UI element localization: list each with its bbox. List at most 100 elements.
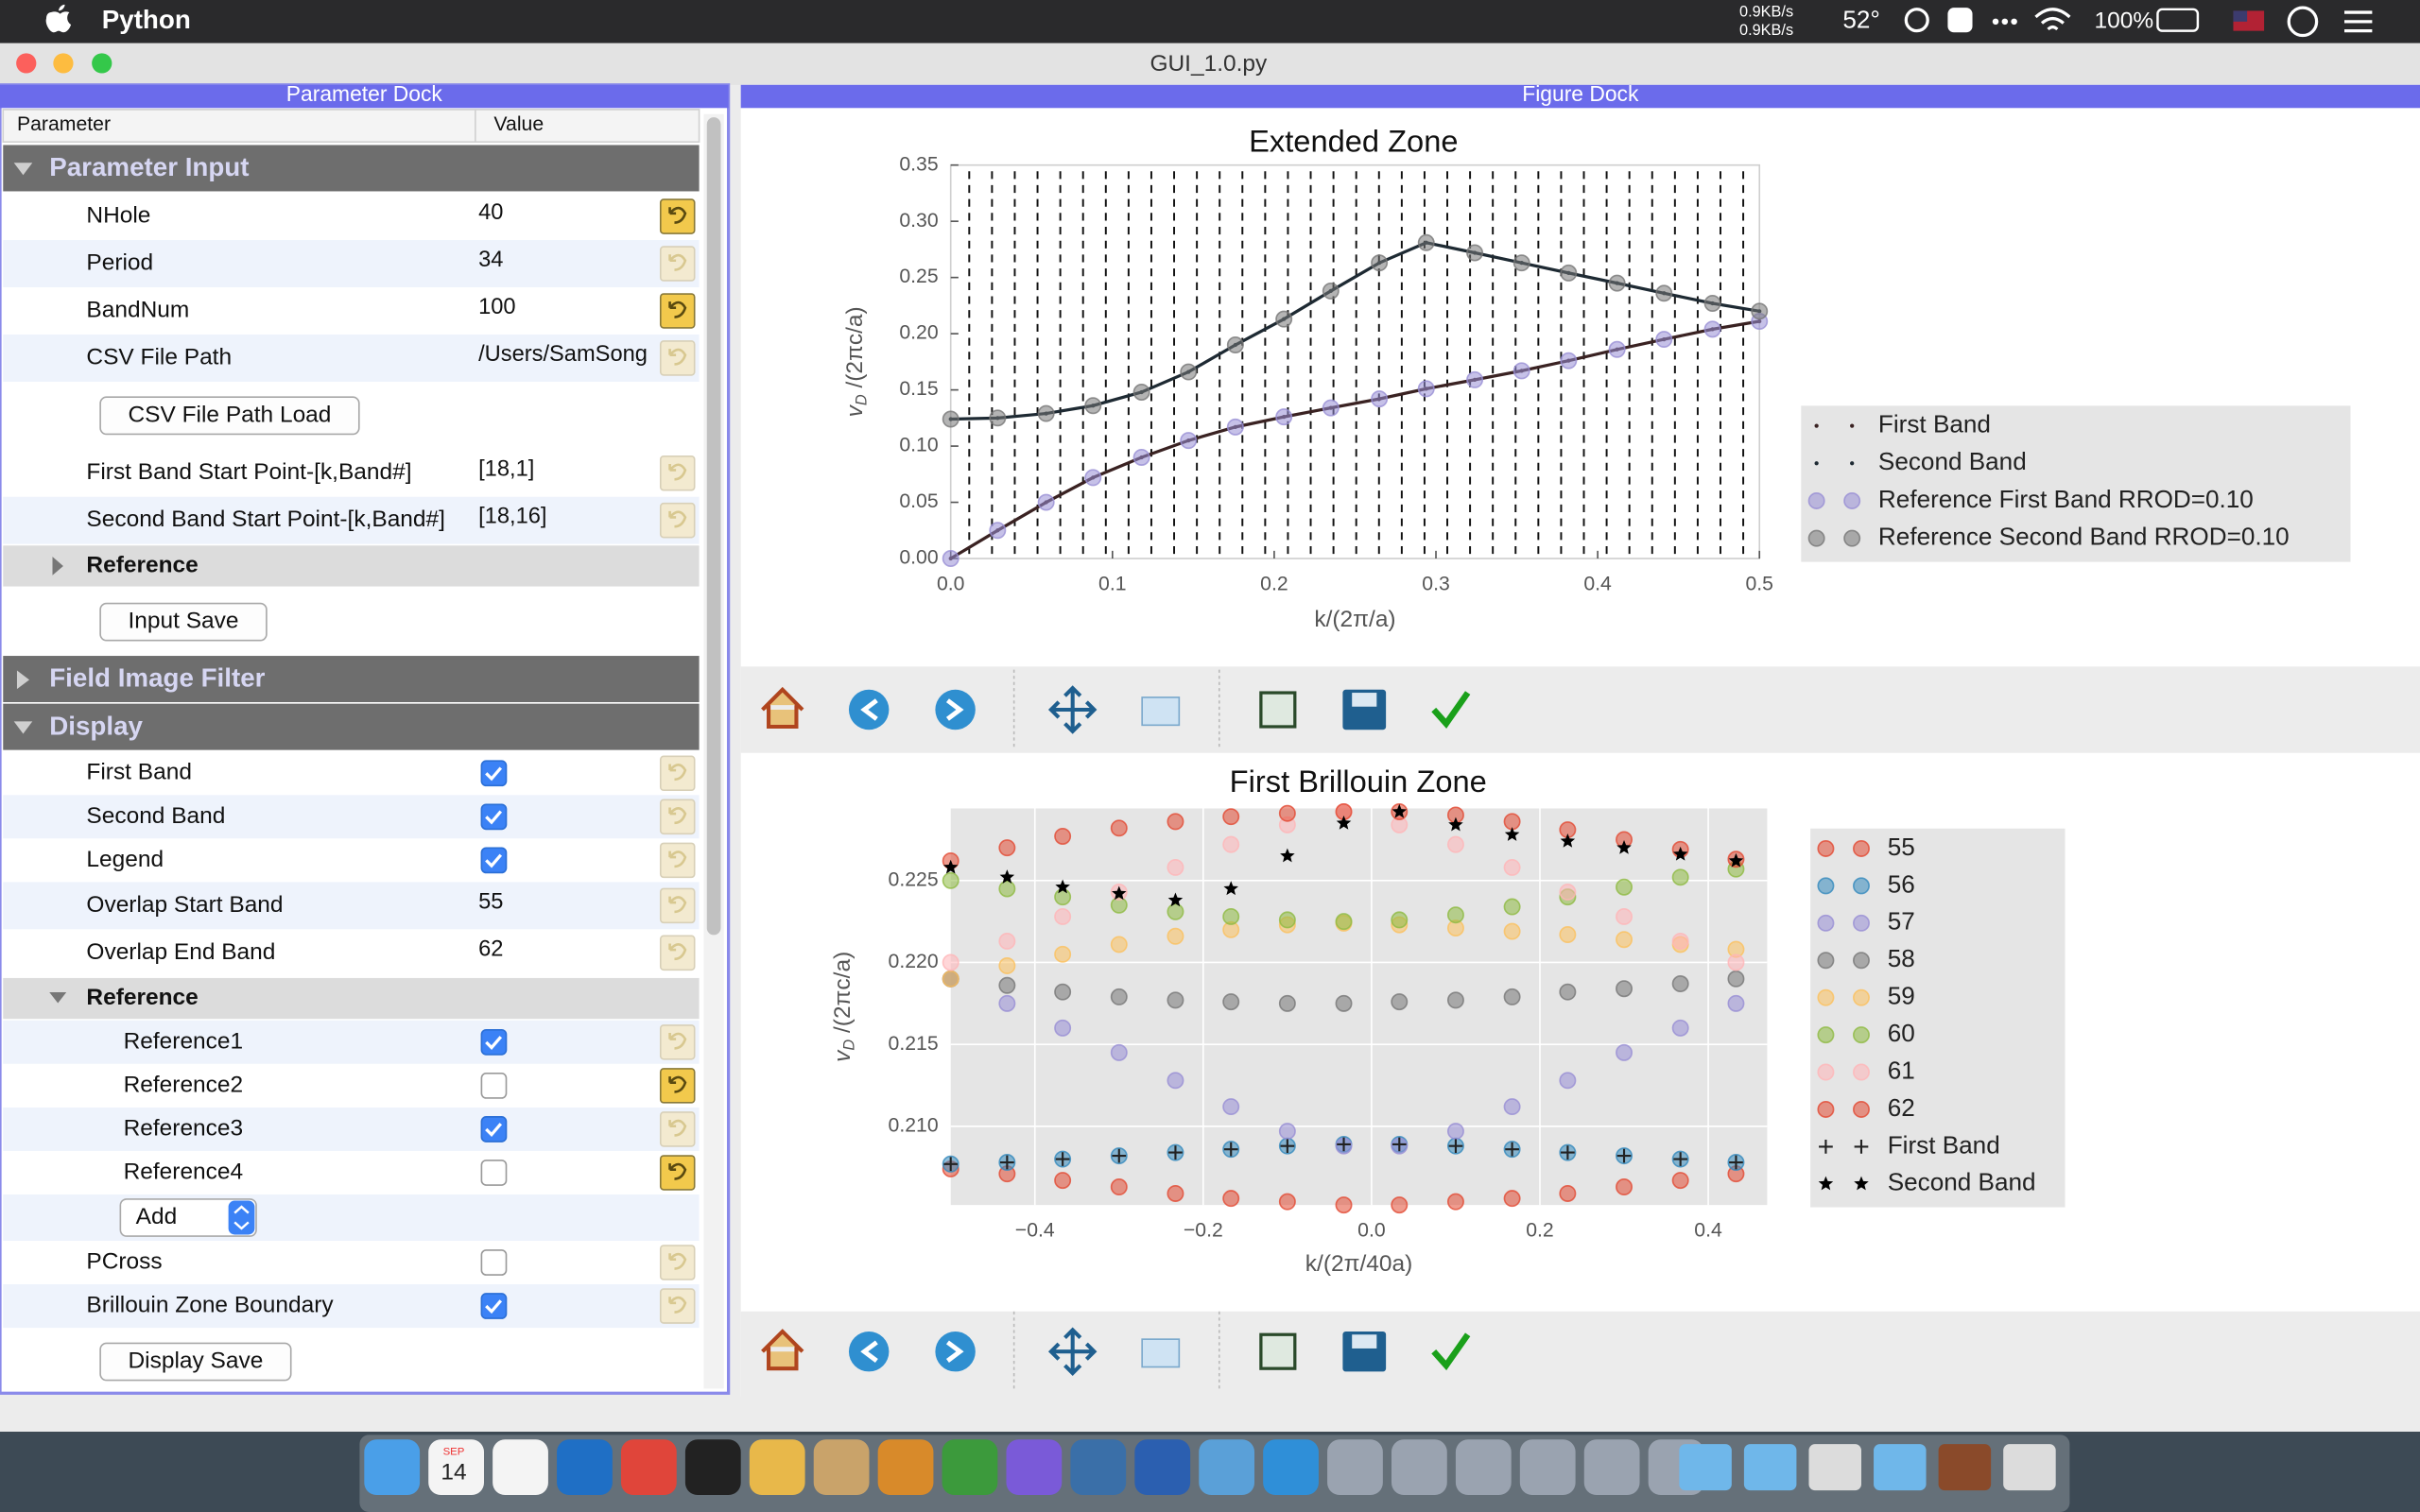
dock-app-icon[interactable] xyxy=(428,1439,484,1496)
evernote-icon[interactable] xyxy=(1947,8,1973,33)
reset-button[interactable] xyxy=(659,1245,696,1280)
zoom-button[interactable] xyxy=(92,53,112,74)
dock-app-icon[interactable] xyxy=(1327,1439,1383,1496)
param-value[interactable]: [18,1] xyxy=(478,457,534,482)
param-value[interactable]: [18,16] xyxy=(478,505,546,529)
dock-app-icon[interactable] xyxy=(877,1439,934,1496)
reset-button[interactable] xyxy=(659,1024,696,1060)
button-label[interactable]: Display Save xyxy=(129,1348,264,1373)
forward-button[interactable] xyxy=(935,1331,976,1372)
dock-app-icon[interactable] xyxy=(1263,1439,1319,1496)
reset-button[interactable] xyxy=(659,755,696,792)
button-label[interactable]: Input Save xyxy=(129,609,239,634)
header-value[interactable]: Value xyxy=(493,113,544,135)
subplots-button[interactable] xyxy=(1259,1332,1297,1370)
button[interactable] xyxy=(99,602,268,642)
group-label[interactable]: Field Image Filter xyxy=(49,663,265,693)
reset-button[interactable] xyxy=(659,246,696,282)
param-value[interactable]: 55 xyxy=(478,889,503,914)
expander[interactable] xyxy=(49,992,67,1004)
home-button[interactable] xyxy=(761,686,804,730)
apple-logo[interactable] xyxy=(45,4,72,33)
checkbox[interactable] xyxy=(480,760,508,787)
param-value[interactable]: 100 xyxy=(478,295,515,319)
check-button[interactable] xyxy=(1431,691,1471,729)
reset-button[interactable] xyxy=(659,1111,696,1147)
reset-button[interactable] xyxy=(659,340,696,376)
wifi-icon[interactable] xyxy=(2034,8,2071,31)
dock-app-icon[interactable] xyxy=(684,1439,741,1496)
dock-folder-icon[interactable] xyxy=(1743,1444,1797,1491)
expander[interactable] xyxy=(16,670,30,690)
reset-button[interactable] xyxy=(659,293,696,329)
param-value[interactable]: 62 xyxy=(478,936,503,961)
dock-folder-icon[interactable] xyxy=(1874,1444,1927,1491)
dock-folder-icon[interactable] xyxy=(1938,1444,1992,1491)
reset-button[interactable] xyxy=(659,935,696,971)
pan-button[interactable] xyxy=(1047,685,1098,734)
checkbox[interactable] xyxy=(480,803,508,831)
checkbox[interactable] xyxy=(480,1293,508,1319)
dock-app-icon[interactable] xyxy=(1455,1439,1512,1496)
back-button[interactable] xyxy=(848,689,890,730)
param-value[interactable]: /Users/SamSong xyxy=(478,342,648,367)
dock-app-icon[interactable] xyxy=(1392,1439,1447,1496)
dock-app-icon[interactable] xyxy=(557,1439,613,1496)
battery-icon[interactable] xyxy=(2156,8,2200,32)
checkbox[interactable] xyxy=(480,1160,508,1186)
edit-button[interactable] xyxy=(1141,696,1181,727)
combo-box[interactable] xyxy=(119,1198,257,1237)
param-value[interactable]: 40 xyxy=(478,200,503,225)
combo-arrow[interactable] xyxy=(228,1200,255,1235)
reset-button[interactable] xyxy=(659,1288,696,1324)
expander[interactable] xyxy=(13,721,33,734)
group-label[interactable]: Display xyxy=(49,711,143,740)
check-button[interactable] xyxy=(1431,1332,1471,1371)
back-button[interactable] xyxy=(848,1331,890,1372)
header-parameter[interactable]: Parameter xyxy=(17,113,111,135)
checkbox[interactable] xyxy=(480,1249,508,1276)
search-icon[interactable] xyxy=(1904,8,1929,33)
reset-button[interactable] xyxy=(659,842,696,879)
dock-folder-icon[interactable] xyxy=(1808,1444,1861,1491)
checkbox[interactable] xyxy=(480,1116,508,1143)
subgroup-label[interactable]: Reference xyxy=(86,985,198,1010)
reset-button[interactable] xyxy=(659,887,696,924)
subplots-button[interactable] xyxy=(1259,691,1297,729)
dock-app-icon[interactable] xyxy=(942,1439,998,1496)
dock-app-icon[interactable] xyxy=(1583,1439,1640,1496)
reset-button[interactable] xyxy=(659,198,696,234)
forward-button[interactable] xyxy=(935,689,976,730)
dock-app-icon[interactable] xyxy=(813,1439,870,1496)
minimize-button[interactable] xyxy=(53,53,74,74)
reset-button[interactable] xyxy=(659,1068,696,1104)
checkbox[interactable] xyxy=(480,1073,508,1099)
button[interactable] xyxy=(99,1342,292,1382)
dock-app-icon[interactable] xyxy=(1519,1439,1576,1496)
reset-button[interactable] xyxy=(659,502,696,539)
pan-button[interactable] xyxy=(1047,1327,1098,1376)
more-icon[interactable] xyxy=(1992,18,1999,26)
dock-app-icon[interactable] xyxy=(1199,1439,1255,1496)
expander[interactable] xyxy=(52,557,63,576)
param-value[interactable]: 34 xyxy=(478,248,503,272)
expander[interactable] xyxy=(13,163,33,176)
dock-app-icon[interactable] xyxy=(749,1439,805,1496)
subgroup-label[interactable]: Reference xyxy=(86,552,198,577)
checkbox[interactable] xyxy=(480,1028,508,1056)
combo-label[interactable]: Add xyxy=(136,1204,178,1229)
reset-button[interactable] xyxy=(659,1155,696,1191)
button-label[interactable]: CSV File Path Load xyxy=(129,402,332,427)
dock-app-icon[interactable] xyxy=(620,1439,677,1496)
group-label[interactable]: Parameter Input xyxy=(49,152,249,181)
home-button[interactable] xyxy=(761,1329,804,1371)
reset-button[interactable] xyxy=(659,799,696,835)
app-name[interactable]: Python xyxy=(102,5,191,34)
checkbox[interactable] xyxy=(480,847,508,874)
dock-folder-icon[interactable] xyxy=(2003,1444,2056,1491)
clock-icon[interactable] xyxy=(2287,6,2319,38)
dock-folder-icon[interactable] xyxy=(1679,1444,1732,1491)
dock-app-icon[interactable] xyxy=(493,1439,548,1496)
dock-app-icon[interactable] xyxy=(1006,1439,1063,1496)
button[interactable] xyxy=(99,396,360,436)
